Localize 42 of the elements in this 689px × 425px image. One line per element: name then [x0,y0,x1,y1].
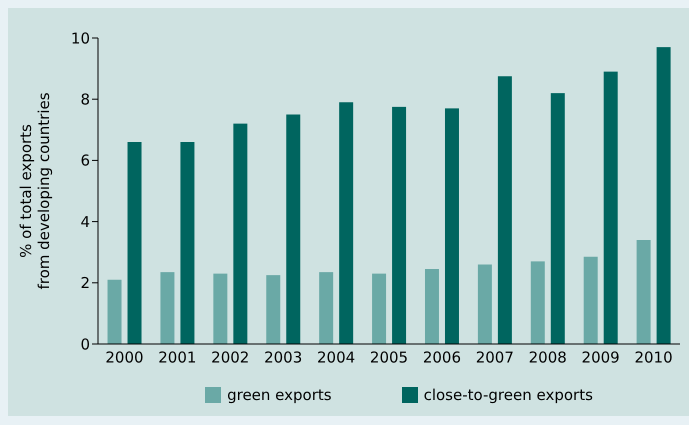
y-tick-label: 0 [80,335,90,354]
y-tick-label: 8 [80,90,90,109]
y-axis-title: % of total exports from developing countries [17,92,53,290]
bar [180,142,194,344]
x-tick-label: 2005 [370,348,408,367]
y-tick-label: 10 [70,29,90,48]
bar [286,114,300,344]
bar [339,102,354,344]
bar [392,106,406,344]
x-tick-label: 2009 [582,348,620,367]
x-tick-label: 2001 [158,348,196,367]
x-tick-label: 2006 [422,348,462,367]
x-tick-label: 2000 [105,348,144,367]
bar [550,93,565,344]
bar [319,272,334,344]
x-tick-label: 2002 [211,348,250,367]
bar [478,264,492,344]
bar [233,124,248,344]
bar [108,280,122,344]
bar [372,274,386,344]
y-tick-label: 2 [80,274,90,292]
bar [498,76,512,344]
bar [656,47,671,344]
bar [530,261,545,344]
bar [604,72,618,344]
bar [213,274,228,344]
x-tick-label: 2007 [476,348,514,367]
legend-label: green exports [227,386,332,404]
x-tick-label: 2004 [316,348,356,367]
x-tick-label: 2003 [264,348,302,367]
bar [444,108,459,344]
bar [584,256,598,344]
legend-label: close-to-green exports [424,386,593,404]
bar [160,272,174,344]
bar [128,142,142,344]
bar [266,275,280,344]
x-tick-label: 2008 [528,348,567,367]
x-tick-label: 2010 [634,348,673,367]
y-tick-label: 4 [80,212,90,231]
y-tick-label: 6 [80,152,90,170]
bar [636,240,651,344]
bar [424,269,439,344]
